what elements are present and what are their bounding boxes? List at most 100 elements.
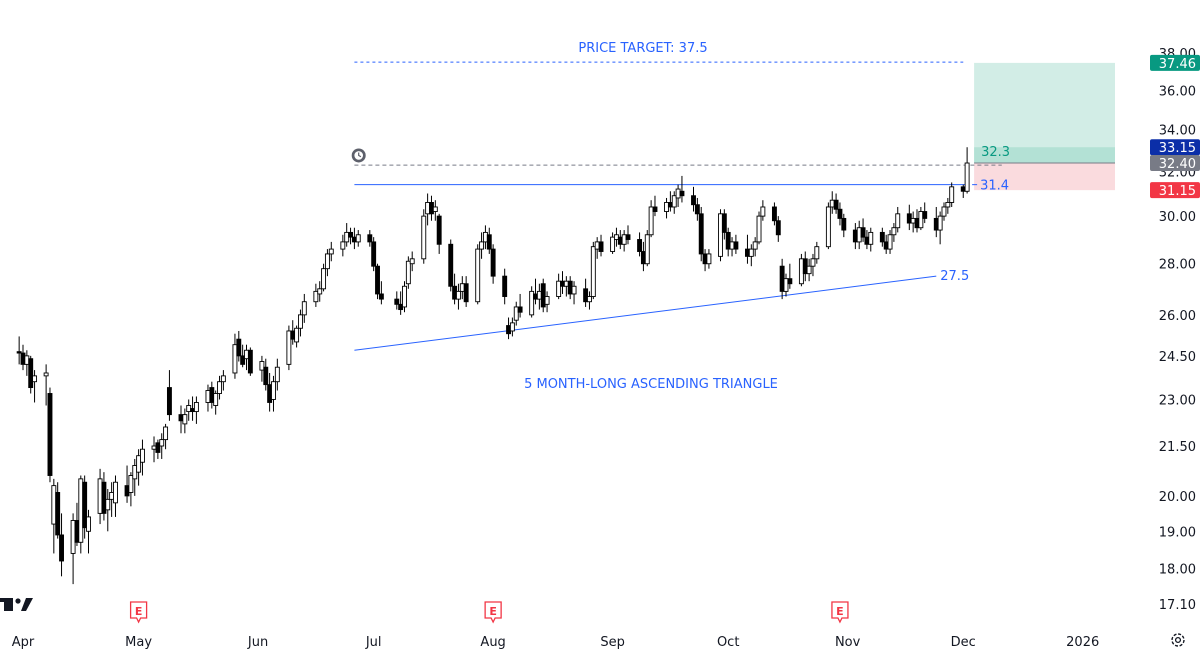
- x-tick-label: Sep: [600, 635, 625, 650]
- support-level-label: 27.5: [940, 269, 969, 284]
- price-target-label: PRICE TARGET: 37.5: [578, 41, 707, 56]
- candle: [51, 478, 57, 554]
- candle: [883, 234, 889, 254]
- earnings-marker-label: E: [135, 605, 143, 618]
- candle-body: [617, 236, 623, 245]
- candle-body: [671, 195, 677, 208]
- candle-body: [463, 283, 469, 303]
- candle: [617, 230, 623, 250]
- candle: [193, 396, 199, 424]
- candle: [163, 423, 169, 450]
- candle: [28, 355, 34, 394]
- candle: [455, 283, 461, 310]
- candle: [587, 291, 592, 310]
- candle: [298, 309, 303, 337]
- candle-body: [590, 246, 596, 297]
- price-axis[interactable]: 38.0036.0034.0032.0030.0028.0026.0024.50…: [1159, 47, 1196, 613]
- candle-body: [664, 202, 669, 212]
- candle: [567, 276, 573, 300]
- candle-body: [259, 361, 265, 371]
- earnings-marker-shape: [129, 601, 148, 624]
- candle: [694, 197, 700, 221]
- candle-body: [355, 234, 361, 243]
- x-tick-label: Aug: [480, 635, 505, 650]
- candle: [355, 230, 361, 247]
- settings-gear-icon[interactable]: [1171, 633, 1185, 647]
- candle-body: [679, 190, 685, 197]
- candle-body: [567, 280, 573, 295]
- candle: [583, 278, 589, 307]
- candle: [348, 227, 353, 245]
- candle: [621, 230, 627, 252]
- candle: [745, 234, 750, 264]
- candle-body: [240, 355, 246, 365]
- candle: [247, 347, 253, 376]
- candle-body: [324, 253, 330, 270]
- candle-body: [267, 384, 273, 403]
- candle-body: [159, 439, 165, 447]
- candle-body: [556, 280, 562, 297]
- candle: [625, 225, 631, 245]
- candle-body: [344, 231, 350, 243]
- earnings-marker: E: [484, 601, 502, 624]
- earnings-marker: E: [129, 601, 148, 624]
- candle: [263, 358, 269, 391]
- x-tick-label: 2026: [1066, 635, 1099, 650]
- candle-body: [756, 215, 762, 243]
- candle-body: [475, 248, 481, 303]
- candle: [432, 200, 438, 221]
- candle: [421, 209, 427, 264]
- candle: [536, 283, 542, 310]
- long-position-zones: [974, 62, 1115, 191]
- alert-clock-hands: [358, 152, 362, 158]
- candle-body: [409, 258, 415, 265]
- candle: [540, 278, 546, 313]
- candle: [640, 241, 646, 272]
- candle-body: [432, 206, 438, 212]
- candle: [725, 227, 731, 257]
- candle-body: [321, 268, 327, 290]
- candle: [324, 249, 330, 277]
- candle-body: [140, 448, 145, 463]
- candle-body: [914, 217, 920, 229]
- candle: [367, 230, 373, 247]
- y-tick-label: 30.00: [1159, 210, 1196, 225]
- candle: [702, 249, 708, 272]
- candle: [594, 237, 600, 259]
- candle: [220, 370, 226, 391]
- candle-body: [398, 303, 404, 311]
- candle-body: [105, 498, 111, 511]
- candle: [479, 232, 485, 259]
- candle: [294, 325, 300, 348]
- candle: [128, 472, 134, 507]
- candle: [101, 472, 107, 521]
- candle: [448, 239, 454, 292]
- candle-body: [32, 375, 38, 383]
- candle-body: [82, 481, 88, 529]
- candle: [43, 364, 49, 406]
- candle-body: [529, 290, 535, 316]
- candle: [313, 283, 319, 307]
- candle: [729, 237, 735, 257]
- candle: [922, 202, 928, 224]
- candle: [529, 286, 535, 318]
- time-axis[interactable]: Apr May Jun Jul Aug Sep Oct Nov Dec 2026: [12, 635, 1100, 650]
- candle-body: [922, 211, 928, 219]
- candle: [271, 375, 276, 412]
- candle-body: [598, 241, 604, 252]
- candle: [425, 193, 431, 226]
- price-badge: 31.15: [1150, 182, 1200, 199]
- candle-body: [55, 492, 61, 536]
- candle: [190, 396, 196, 421]
- candle: [378, 281, 384, 305]
- candle-body: [24, 355, 30, 365]
- candle-body: [351, 236, 357, 243]
- candle-body: [513, 306, 519, 321]
- price-badge-label: 37.46: [1159, 57, 1196, 72]
- annotations: PRICE TARGET: 37.5 5 MONTH-LONG ASCENDIN…: [524, 41, 1010, 392]
- candle-body: [490, 248, 496, 277]
- price-badge-bg: [1150, 139, 1200, 156]
- candle-body: [205, 390, 211, 403]
- candle-body: [155, 442, 161, 453]
